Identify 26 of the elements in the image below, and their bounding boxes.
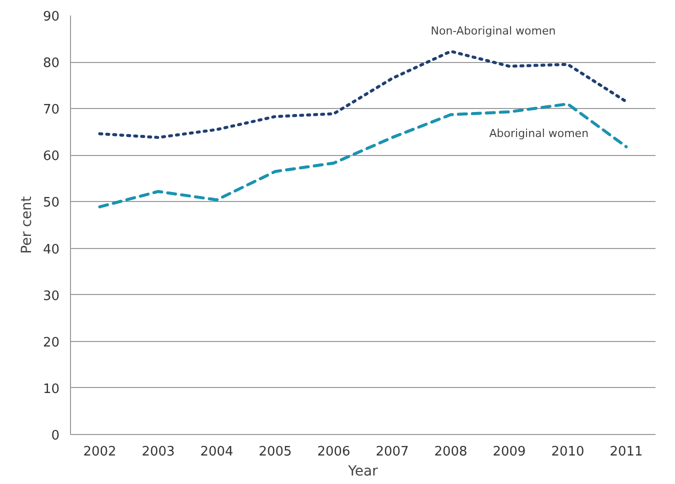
x-tick-label: 2011 [610,444,643,460]
y-tick-label: 70 [42,102,60,118]
x-tick-label: 2003 [142,444,175,460]
series-label: Non-Aboriginal women [430,24,556,38]
line-series [98,50,628,139]
x-tick-label: 2005 [258,444,292,460]
x-tick-label: 2009 [492,444,526,460]
x-tick-label: 2004 [200,444,234,460]
y-tick-label: 30 [42,288,60,304]
y-axis-title: Per cent [18,196,35,254]
x-tick-label: 2008 [434,444,468,460]
line-series [98,102,628,208]
y-tick-label: 40 [42,242,60,258]
y-tick-label: 80 [42,56,60,72]
series-label: Aboriginal women [489,126,589,140]
x-tick-label: 2002 [83,444,116,460]
y-tick-label: 60 [42,149,60,164]
x-tick-label: 2010 [551,444,584,460]
y-tick-label: 50 [42,196,60,211]
y-tick-label: 0 [51,428,60,444]
x-tick-label: 2007 [376,444,409,460]
y-tick-label: 90 [42,10,60,24]
y-tick-label: 10 [42,382,60,397]
x-tick-label: 2006 [317,444,350,460]
y-tick-label: 20 [42,335,60,350]
x-axis-title: Year [347,464,378,480]
